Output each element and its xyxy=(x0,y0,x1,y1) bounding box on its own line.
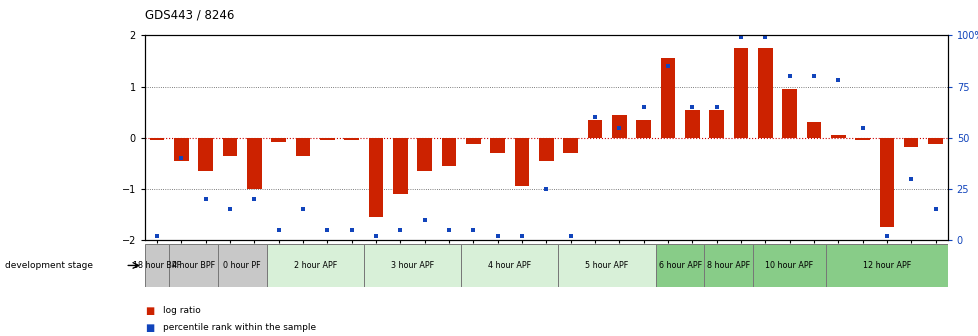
Text: 18 hour BPF: 18 hour BPF xyxy=(133,261,181,270)
Text: 10 hour APF: 10 hour APF xyxy=(765,261,813,270)
Bar xyxy=(611,115,626,138)
Text: 4 hour BPF: 4 hour BPF xyxy=(172,261,215,270)
Bar xyxy=(685,110,699,138)
Bar xyxy=(752,244,825,287)
Bar xyxy=(704,244,752,287)
Bar xyxy=(655,244,704,287)
Bar xyxy=(830,135,845,138)
Text: 2 hour APF: 2 hour APF xyxy=(293,261,336,270)
Text: GDS443 / 8246: GDS443 / 8246 xyxy=(145,8,234,22)
Bar xyxy=(266,244,364,287)
Text: 5 hour APF: 5 hour APF xyxy=(585,261,628,270)
Bar xyxy=(218,244,266,287)
Bar xyxy=(514,138,529,186)
Text: 12 hour APF: 12 hour APF xyxy=(862,261,911,270)
Text: 6 hour APF: 6 hour APF xyxy=(658,261,701,270)
Bar xyxy=(461,244,557,287)
Bar xyxy=(806,122,821,138)
Bar xyxy=(825,244,947,287)
Bar xyxy=(223,138,237,156)
Bar xyxy=(927,138,942,144)
Bar xyxy=(781,89,796,138)
Text: percentile rank within the sample: percentile rank within the sample xyxy=(162,323,315,332)
Text: development stage: development stage xyxy=(5,261,93,270)
Bar xyxy=(199,138,213,171)
Bar xyxy=(855,138,868,140)
Text: 4 hour APF: 4 hour APF xyxy=(488,261,531,270)
Text: 8 hour APF: 8 hour APF xyxy=(706,261,749,270)
Bar xyxy=(369,138,383,217)
Text: ■: ■ xyxy=(145,306,154,316)
Bar xyxy=(392,138,407,194)
Bar xyxy=(733,48,747,138)
Bar xyxy=(169,244,218,287)
Bar xyxy=(246,138,261,189)
Bar xyxy=(562,138,577,153)
Bar xyxy=(271,138,286,142)
Text: 3 hour APF: 3 hour APF xyxy=(390,261,433,270)
Bar xyxy=(539,138,553,161)
Text: 0 hour PF: 0 hour PF xyxy=(223,261,261,270)
Bar xyxy=(757,48,772,138)
Bar xyxy=(145,244,169,287)
Bar xyxy=(344,138,359,140)
Text: ■: ■ xyxy=(145,323,154,333)
Bar xyxy=(878,138,893,227)
Bar xyxy=(174,138,189,161)
Bar xyxy=(708,110,723,138)
Bar xyxy=(466,138,480,144)
Bar xyxy=(417,138,431,171)
Bar xyxy=(490,138,505,153)
Bar xyxy=(557,244,655,287)
Bar xyxy=(320,138,334,140)
Bar xyxy=(587,120,601,138)
Bar xyxy=(441,138,456,166)
Bar xyxy=(150,138,164,140)
Bar xyxy=(364,244,461,287)
Bar xyxy=(660,58,675,138)
Bar xyxy=(295,138,310,156)
Bar xyxy=(636,120,650,138)
Bar xyxy=(903,138,917,147)
Text: log ratio: log ratio xyxy=(162,306,200,315)
